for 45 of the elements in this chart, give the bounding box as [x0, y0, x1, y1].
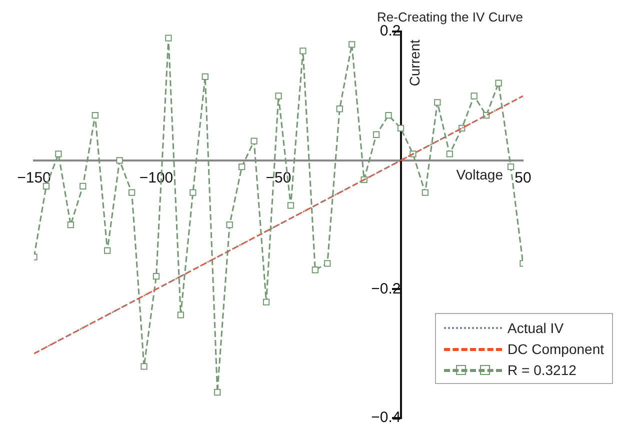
point — [55, 150, 62, 158]
x-axis-title: Voltage — [456, 166, 504, 182]
point — [324, 260, 331, 267]
point — [507, 164, 514, 170]
point — [312, 266, 319, 274]
point — [226, 221, 233, 228]
point — [348, 41, 356, 48]
point — [422, 189, 429, 196]
y-axis-title: Current — [406, 39, 423, 86]
point — [116, 157, 123, 164]
point — [177, 312, 184, 318]
point — [80, 182, 86, 190]
point — [42, 182, 50, 190]
point — [300, 48, 306, 54]
legend-label: R = 0.3212 — [508, 362, 576, 378]
point — [434, 99, 441, 106]
point — [152, 272, 160, 280]
point — [165, 34, 172, 42]
x-tick-label: −150 — [17, 170, 51, 187]
x-tick-label: −100 — [139, 170, 174, 187]
legend-label: DC Component — [508, 340, 604, 356]
point — [190, 189, 196, 196]
point — [104, 247, 111, 254]
point — [128, 189, 136, 196]
point — [287, 202, 294, 209]
y-tick-label: −0.2 — [371, 280, 401, 298]
chart-title: Re-Creating the IV Curve — [377, 9, 523, 24]
point — [397, 124, 404, 132]
legend-label: Actual IV — [508, 320, 564, 336]
point — [92, 112, 98, 119]
point — [372, 131, 380, 138]
x-tick-label: 50 — [514, 170, 532, 187]
point — [214, 388, 221, 396]
point — [238, 164, 246, 170]
point — [446, 150, 453, 158]
point — [275, 92, 282, 100]
point — [250, 138, 258, 144]
point — [470, 92, 478, 100]
point — [262, 298, 270, 306]
point — [202, 73, 208, 80]
point — [336, 106, 343, 112]
point — [495, 80, 502, 86]
point — [385, 112, 392, 119]
point — [140, 363, 148, 370]
point — [67, 221, 74, 228]
